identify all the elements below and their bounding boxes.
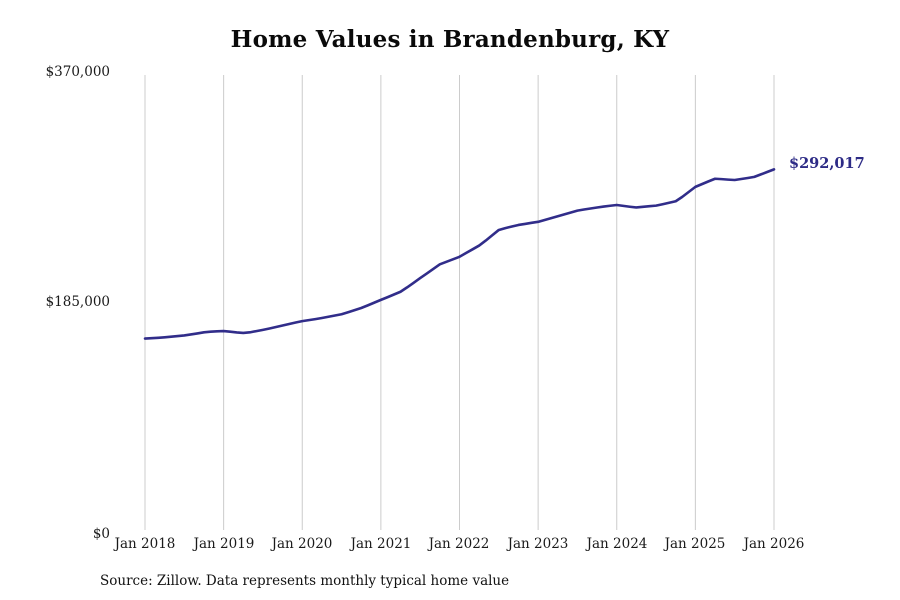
x-axis-tick-2024: Jan 2024 [586,536,648,552]
x-axis-tick-2025: Jan 2025 [664,536,726,552]
source-note: Source: Zillow. Data represents monthly … [100,573,510,589]
x-axis-tick-2022: Jan 2022 [428,536,490,552]
y-axis-tick-middle: $185,000 [45,294,110,310]
x-axis-tick-2023: Jan 2023 [507,536,569,552]
home-values-line [143,168,776,340]
x-axis-tick-2019: Jan 2019 [193,536,255,552]
x-axis-tick-2026: Jan 2026 [743,536,805,552]
chart-title: Home Values in Brandenburg, KY [230,26,670,53]
y-axis-tick-top: $370,000 [45,64,110,80]
y-axis-tick-zero: $0 [92,526,110,542]
x-axis-tick-2021: Jan 2021 [350,536,412,552]
latest-value-label: $292,017 [789,155,865,172]
x-axis-tick-2018: Jan 2018 [114,536,176,552]
x-axis-tick-2020: Jan 2020 [271,536,333,552]
